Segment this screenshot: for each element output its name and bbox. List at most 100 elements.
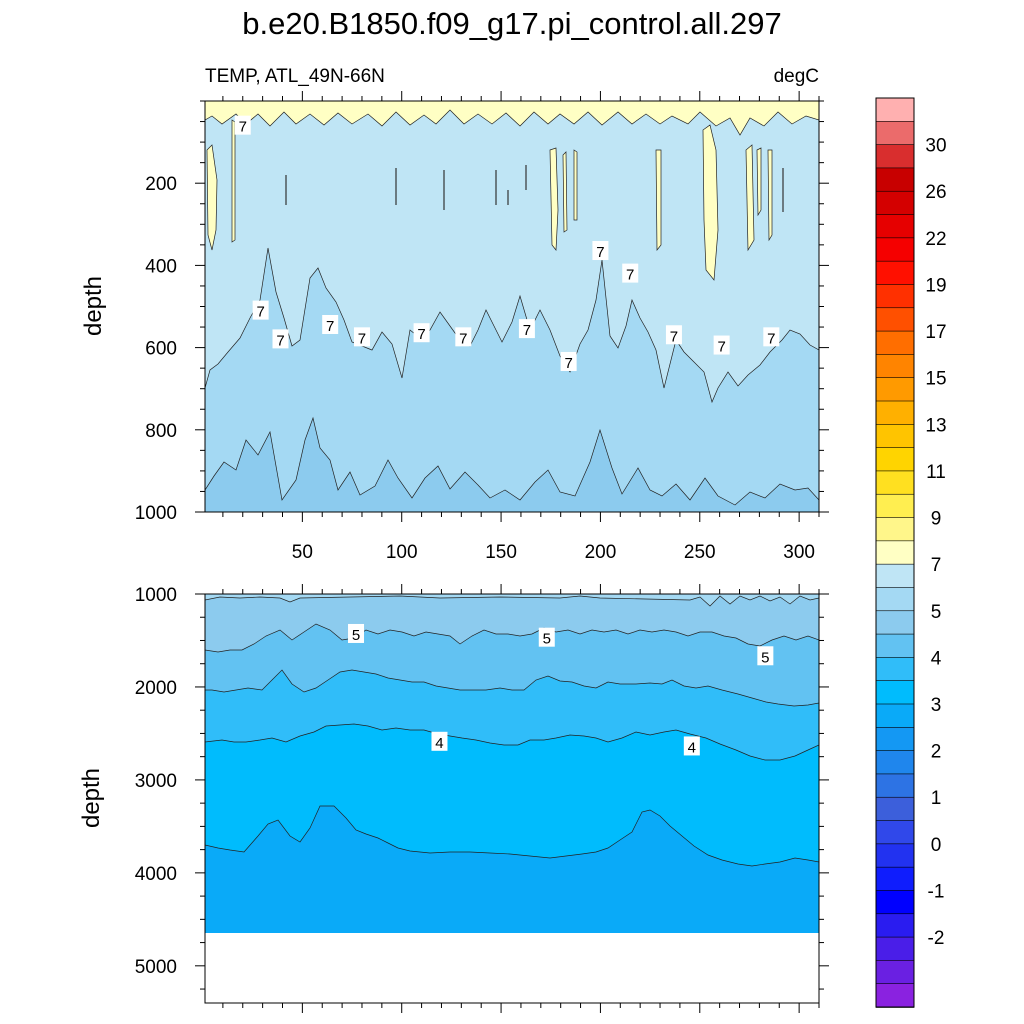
contour-label-text: 7 [523,322,531,339]
contour-label-text: 7 [417,326,425,343]
upper-subtitle-right: degC [774,66,819,87]
upper-deep-band [205,416,819,512]
colorbar-label: 19 [925,275,946,296]
x-tick-label: 100 [386,542,418,563]
contour-label-text: 7 [670,328,678,345]
contour-label: 7 [413,323,430,343]
contour-label-text: 7 [256,304,264,321]
lower-frame [204,593,820,1004]
contour-label: 7 [622,263,639,284]
colorbar-swatch [875,260,915,286]
colorbar-swatch [875,167,915,193]
y-tick-label: 4000 [135,864,177,885]
colorbar-label: 26 [925,182,946,203]
contour-label-text: 7 [564,355,572,372]
colorbar-swatch [875,703,915,729]
contour-label: 7 [560,351,577,372]
y-tick-label: 3000 [135,771,177,792]
colorbar-swatch [875,587,915,612]
colorbar-swatch [875,540,915,565]
x-tick-label: 250 [684,542,716,563]
lower-contour-labels: 5 5 5 4 4 [348,623,774,756]
contour-label-text: 7 [276,332,284,349]
contour-label: 5 [538,627,555,648]
colorbar-swatch [875,960,915,985]
contour-label-text: 7 [717,339,725,356]
colorbar-swatch [875,890,915,915]
colorbar-label: -2 [928,928,945,949]
contour-label-text: 7 [626,267,634,284]
contour-label-text: 4 [435,735,443,752]
y-tick-label: 600 [145,339,177,360]
colorbar-label: 15 [925,369,946,390]
colorbar-swatch [875,307,915,332]
y-tick-label: 800 [145,421,177,442]
lower-panel: 5 5 5 4 4 1000 2000 3000 4000 5000 depth [78,584,829,1013]
upper-subtitle-left: TEMP, ATL_49N-66N [205,66,385,87]
upper-ylabel: depth [80,276,107,336]
contour-label: 7 [322,314,339,335]
colorbar-swatch [875,750,915,775]
upper-warm-band [205,101,819,404]
lower-band-top [205,594,819,607]
colorbar-label: 0 [931,835,942,856]
colorbar-label: 1 [931,788,942,809]
upper-surface-band [205,101,819,136]
colorbar-swatch [875,983,915,1008]
colorbar-swatch [875,796,915,822]
colorbar-label: 17 [925,322,946,343]
colorbar-swatch [875,97,915,123]
y-tick-label: 1000 [135,503,177,524]
contour-label: 5 [348,623,365,644]
contour-label: 7 [455,327,472,347]
contour-label: 7 [234,115,251,136]
colorbar-swatch [875,493,915,519]
colorbar-label: 22 [925,229,946,250]
colorbar-swatch [875,820,915,845]
colorbar-swatch [875,377,915,402]
contour-label: 7 [665,325,682,345]
contour-label: 7 [252,300,269,321]
contour-label: 7 [272,329,289,349]
contour-label-text: 4 [688,739,696,756]
y-tick-label: 2000 [135,678,177,699]
colorbar-swatch [875,330,915,356]
colorbar-swatch [875,190,915,216]
colorbar-label: 9 [931,509,942,530]
colorbar-label: 3 [931,695,942,716]
colorbar-label: 4 [931,648,942,669]
colorbar-swatch [875,214,915,239]
colorbar-swatch [875,447,915,472]
colorbar-label: 11 [926,462,946,483]
colorbar-swatch [875,563,915,589]
contour-label-text: 5 [761,649,769,666]
upper-axes: 200 400 600 800 1000 50 100 150 200 250 300 [135,91,829,563]
y-tick-label: 200 [145,174,177,195]
contour-label: 7 [592,241,609,261]
contour-label: 7 [518,319,535,339]
colorbar-label: 2 [931,742,942,763]
contour-label-text: 5 [543,631,551,648]
contour-label: 7 [713,335,730,356]
colorbar-swatch [875,517,915,542]
x-tick-label: 200 [585,542,617,563]
contour-label-text: 7 [596,244,604,261]
colorbar-swatch [875,633,915,659]
upper-warm-intrusions [206,119,773,281]
contour-label-text: 5 [352,627,360,644]
colorbar-label: 5 [931,602,942,623]
contour-label: 4 [431,731,448,752]
contour-label-text: 7 [326,318,334,335]
colorbar-swatch [875,773,915,799]
colorbar-swatch [875,657,915,682]
chart-title: b.e20.B1850.f09_g17.pi_control.all.297 [242,6,782,41]
colorbar-label: 13 [925,415,946,436]
colorbar-swatch [875,727,915,752]
contour-label: 7 [763,327,780,347]
upper-panel: TEMP, ATL_49N-66N degC [80,66,829,563]
contour-label: 5 [757,646,774,666]
contour-label: 4 [683,736,700,756]
colorbar-swatch [875,470,915,496]
